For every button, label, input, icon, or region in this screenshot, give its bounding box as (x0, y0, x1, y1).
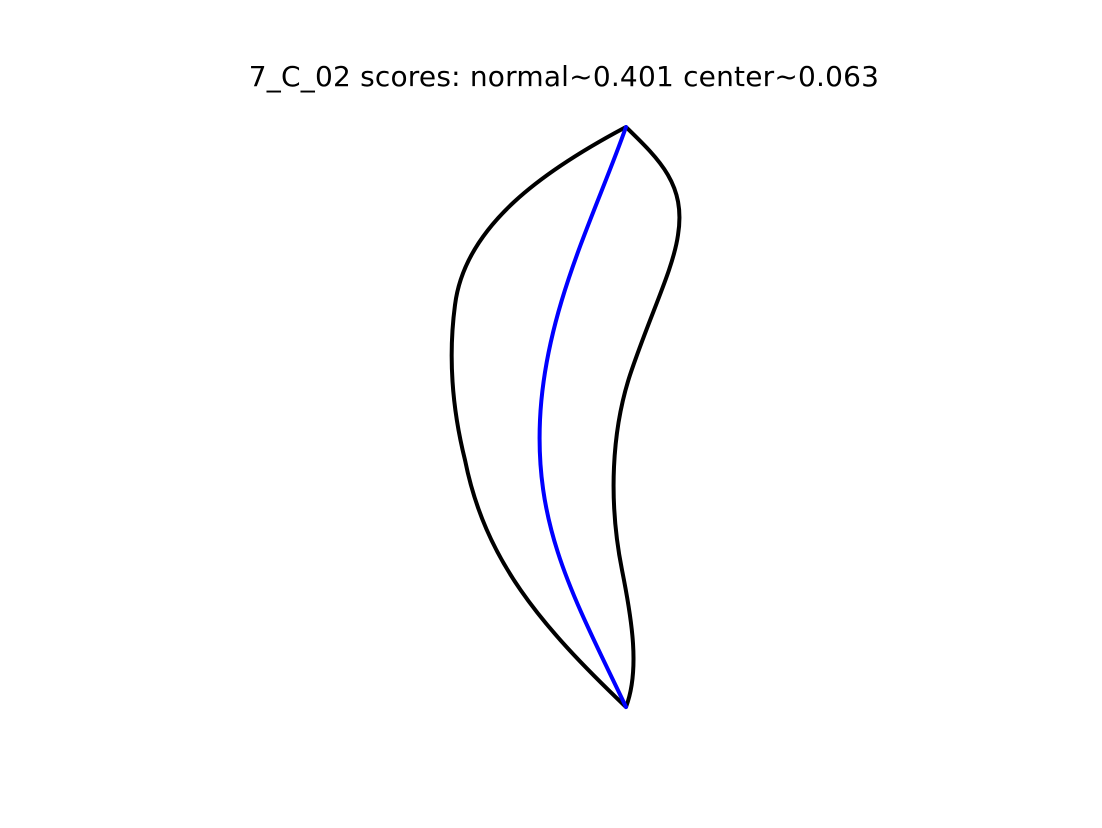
shape-centerline (537, 125, 628, 709)
shape-outline (449, 125, 682, 709)
figure-title: 7_C_02 scores: normal~0.401 center~0.063 (248, 60, 880, 93)
